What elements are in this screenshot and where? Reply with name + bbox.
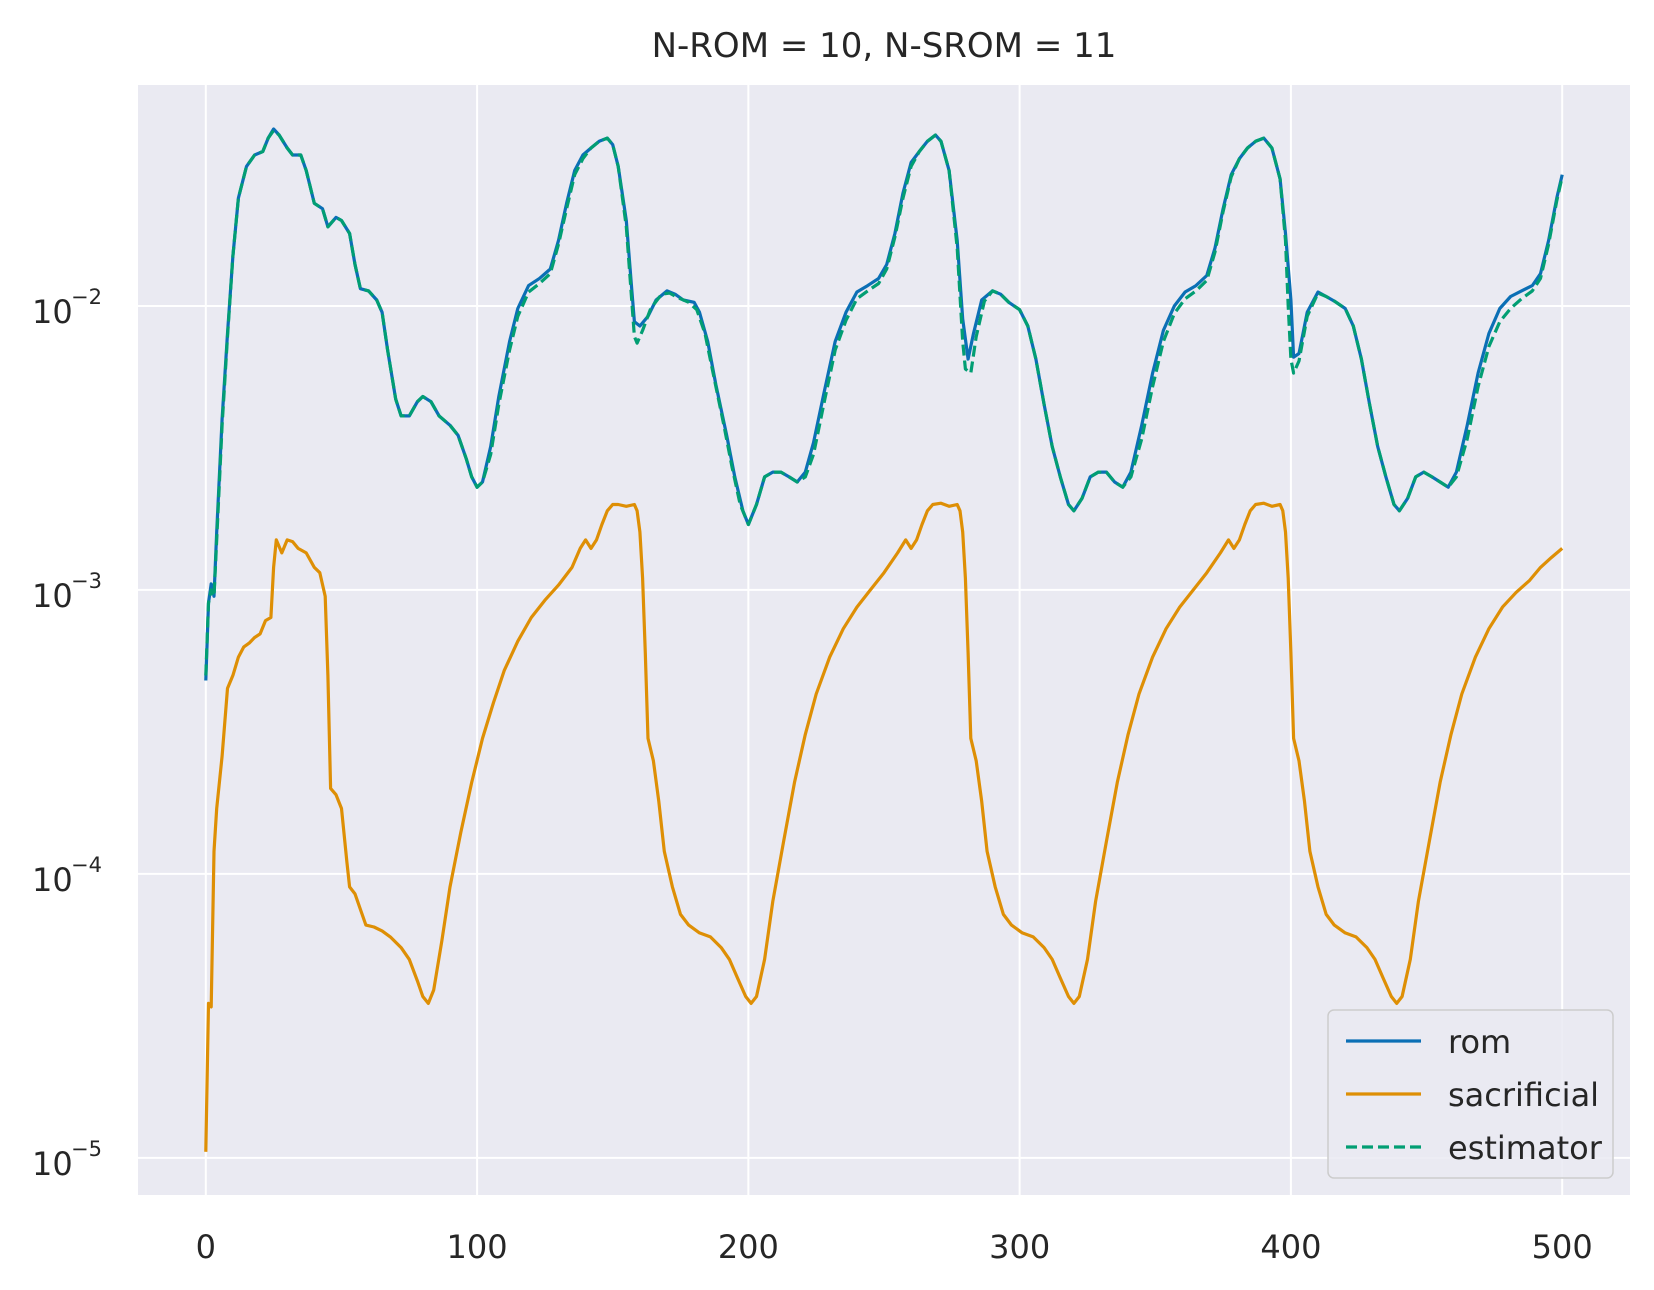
series-estimator-line [204,128,1564,676]
y-tick-label: 10−5 [32,1137,102,1183]
legend: rom sacrificial estimator [1327,1009,1614,1179]
legend-label-sacrificial: sacrificial [1448,1076,1599,1114]
y-tick-base: 10 [32,861,73,899]
series-group [204,127,1564,1152]
chart-title: N-ROM = 10, N-SROM = 11 [652,26,1117,66]
y-tick-base: 10 [32,1145,73,1183]
series-sacrificial-line [204,501,1564,1152]
y-tick-base: 10 [32,293,73,331]
y-tick-exponent: −5 [71,1137,102,1161]
x-axis-ticks: 0 100 200 300 400 500 [196,1228,1593,1266]
legend-label-estimator: estimator [1448,1129,1603,1167]
y-tick-label: 10−2 [32,285,102,331]
y-tick-label: 10−3 [32,569,102,615]
y-tick-label: 10−4 [32,853,102,899]
y-tick-exponent: −2 [71,285,102,309]
x-tick-label: 200 [718,1228,779,1266]
x-tick-label: 100 [447,1228,508,1266]
x-tick-label: 0 [196,1228,216,1266]
legend-box [1327,1009,1614,1179]
x-tick-label: 500 [1532,1228,1593,1266]
y-tick-exponent: −4 [71,853,102,877]
y-tick-base: 10 [32,577,73,615]
x-tick-label: 300 [989,1228,1050,1266]
x-tick-label: 400 [1260,1228,1321,1266]
y-axis-ticks: 10−510−410−310−2 [32,285,102,1183]
y-tick-exponent: −3 [71,569,102,593]
legend-label-rom: rom [1448,1023,1511,1061]
